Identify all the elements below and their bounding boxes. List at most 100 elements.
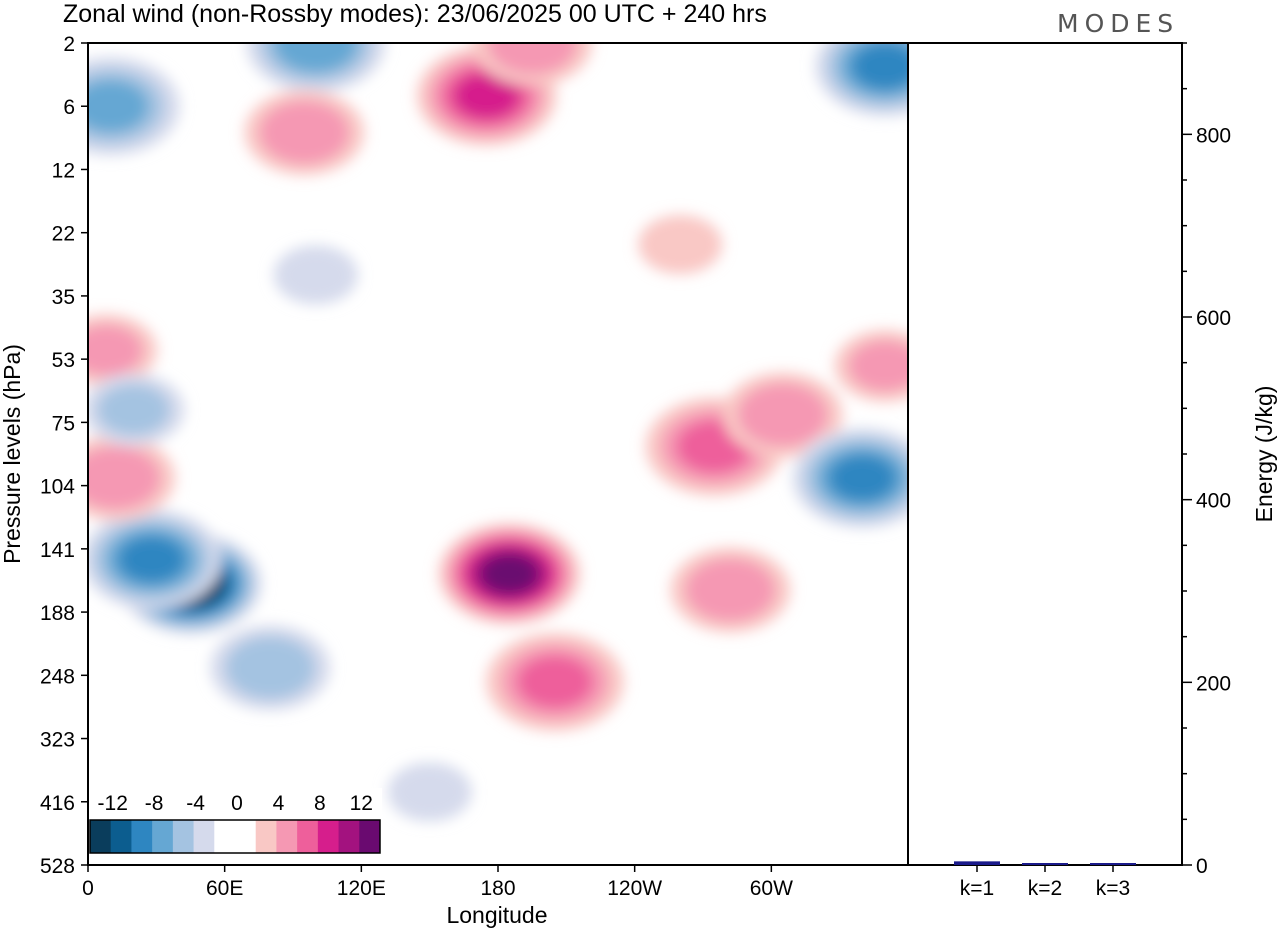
y-tick-label: 323	[40, 729, 75, 752]
colorbar-label: 4	[273, 792, 285, 815]
colorbar-swatch	[359, 820, 381, 853]
colorbar-swatch	[338, 820, 360, 853]
colorbar-frame	[89, 819, 381, 854]
colorbar-swatch	[110, 820, 132, 853]
heatmap-cell	[97, 384, 170, 436]
y-tick-label: 53	[52, 349, 75, 372]
heatmap-cell	[485, 632, 625, 732]
heatmap-cell	[834, 329, 908, 402]
heatmap-cell	[815, 43, 908, 117]
heatmap-cell	[118, 536, 186, 583]
colorbar-swatch	[214, 820, 236, 853]
y-tick-label: 416	[40, 792, 75, 815]
energy-tick-label: 800	[1196, 124, 1231, 147]
colorbar-label: -4	[186, 792, 205, 815]
heatmap-cell	[472, 43, 593, 86]
energy-tick-label: 600	[1196, 307, 1231, 330]
energy-bar	[1022, 863, 1068, 865]
bar-category-label: k=1	[960, 877, 994, 900]
heatmap-cell	[685, 558, 776, 622]
heatmap-cell	[88, 509, 222, 610]
heatmap-cell	[638, 215, 723, 275]
x-tick-label: 60E	[206, 877, 243, 900]
colorbar-swatch	[90, 820, 112, 853]
heatmap-cell	[273, 245, 358, 305]
x-tick-label: 120E	[337, 877, 386, 900]
heatmap-cell	[438, 523, 581, 625]
heatmap-cell	[387, 762, 472, 822]
heatmap-cell	[88, 314, 158, 387]
y-tick-label: 2	[63, 33, 75, 56]
y-tick-label: 141	[40, 539, 75, 562]
colorbar-swatch	[172, 820, 195, 853]
y-tick-label: 22	[52, 223, 75, 246]
bar-category-label: k=2	[1028, 877, 1062, 900]
x-tick-label: 180	[480, 877, 515, 900]
heatmap-cell	[244, 89, 365, 176]
colorbar-label: 12	[350, 792, 373, 815]
heatmap-cell	[88, 324, 143, 376]
heatmap-cell	[88, 79, 149, 133]
y-tick-label: 188	[40, 602, 75, 625]
heatmap-cell	[480, 554, 538, 594]
colorbar-legend: -12 -8 -4 0 4 8 12	[88, 788, 382, 854]
heatmap-cell	[792, 428, 908, 528]
energy-tick-label: 0	[1196, 855, 1208, 878]
energy-axis-label: Energy (J/kg)	[1251, 386, 1277, 523]
y-axis-label: Pressure levels (hPa)	[0, 344, 25, 564]
heatmap-cell	[387, 762, 472, 822]
y-tick-label: 35	[52, 286, 75, 309]
bar-category-label: k=3	[1096, 877, 1130, 900]
heatmap-cell	[88, 57, 180, 156]
heatmap-cell	[259, 101, 350, 164]
colorbar-label: 8	[314, 792, 326, 815]
colorbar-swatch	[193, 820, 215, 853]
heatmap-cell	[88, 435, 176, 521]
heatmap-cell	[273, 43, 358, 73]
heatmap-cell	[670, 547, 791, 633]
heatmap-cell	[638, 215, 723, 275]
x-tick-label: 0	[82, 877, 94, 900]
heatmap-cell	[453, 72, 520, 119]
energy-tick-label: 200	[1196, 672, 1231, 695]
heatmap-cell	[722, 372, 843, 458]
energy-tick-label: 400	[1196, 490, 1231, 513]
colorbar-swatch	[297, 820, 319, 853]
heatmap-cell	[246, 43, 386, 93]
heatmap-area	[88, 43, 908, 865]
colorbar-label: -12	[98, 792, 128, 815]
heatmap-cell	[487, 43, 577, 75]
colorbar-swatch	[235, 820, 257, 853]
colorbar-label: -8	[145, 792, 164, 815]
heatmap-cell	[851, 43, 908, 90]
colorbar-swatch	[131, 820, 153, 853]
heatmap-cell	[517, 655, 593, 709]
y-tick-label: 12	[52, 159, 75, 182]
y-tick-label: 6	[63, 96, 75, 119]
heatmap-cell	[225, 636, 315, 700]
heatmap-cell	[88, 446, 161, 510]
bar-panel-frame	[907, 42, 1183, 866]
heatmap-cell	[88, 373, 185, 446]
heatmap-cell	[829, 454, 896, 502]
y-tick-label: 528	[40, 855, 75, 878]
heatmap-cell	[210, 625, 331, 711]
colorbar-swatch	[255, 820, 277, 853]
heatmap-cell	[737, 383, 828, 447]
heatmap-cell	[273, 245, 358, 305]
heatmap-cell	[848, 340, 908, 392]
energy-bar	[1090, 863, 1136, 865]
colorbar-swatch	[276, 820, 298, 853]
chart-title: Zonal wind (non-Rossby modes): 23/06/202…	[63, 0, 767, 28]
x-axis-label: Longitude	[446, 902, 547, 928]
colorbar-swatch	[152, 820, 174, 853]
y-tick-label: 104	[40, 476, 75, 499]
colorbar-swatch	[317, 820, 340, 853]
energy-bar	[954, 861, 1000, 865]
y-tick-label: 248	[40, 665, 75, 688]
x-tick-label: 120W	[607, 877, 662, 900]
y-tick-label: 75	[52, 412, 75, 435]
x-tick-label: 60W	[750, 877, 793, 900]
brand-logo: MODES	[1057, 9, 1179, 38]
